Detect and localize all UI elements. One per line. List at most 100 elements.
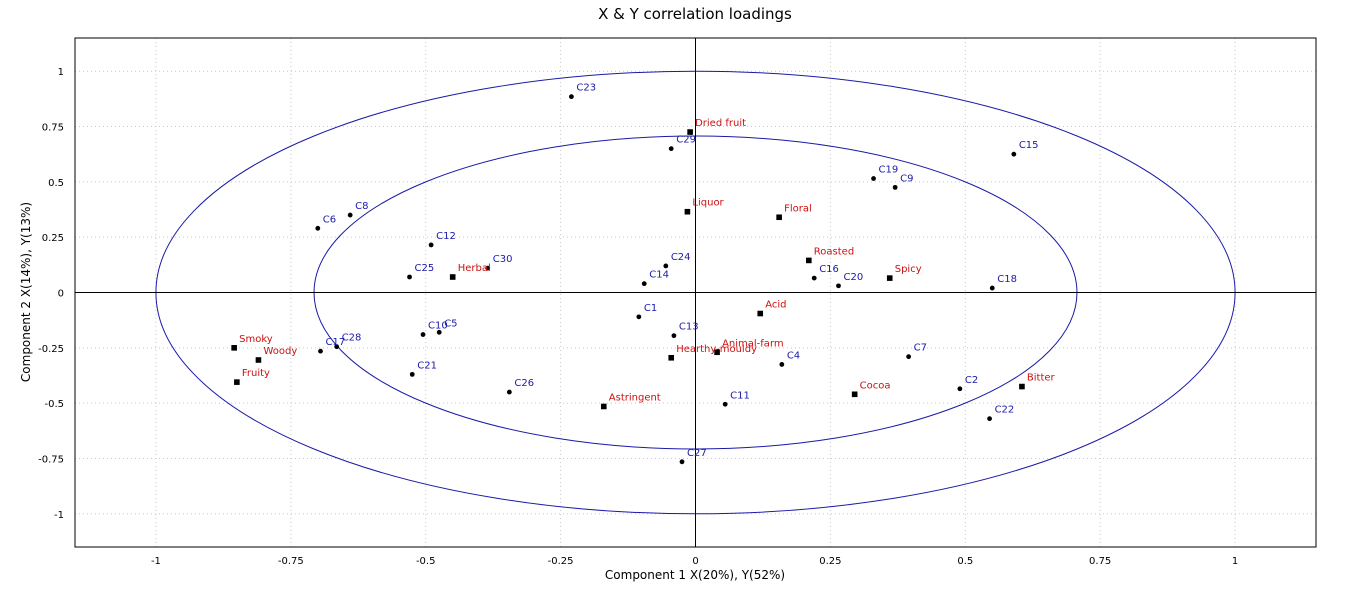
point-label: Hearthy-mouldy	[676, 344, 757, 355]
point-marker	[449, 274, 456, 280]
point-marker	[892, 184, 898, 190]
x-tick-label: -0.5	[416, 556, 436, 567]
point-marker	[684, 208, 691, 215]
x-tick-label: -0.25	[548, 556, 574, 567]
point-label: Fruity	[242, 368, 270, 379]
point-marker	[779, 362, 785, 367]
point-marker	[318, 348, 323, 354]
point-marker	[436, 329, 442, 335]
point-marker	[569, 94, 574, 100]
point-label: C28	[342, 333, 362, 344]
y-tick-label: -0.25	[38, 344, 64, 355]
point-label: C18	[997, 274, 1017, 285]
point-label: C26	[514, 378, 534, 389]
point-marker	[636, 314, 642, 320]
point-label: C11	[730, 390, 750, 401]
x-tick-label: 1	[1232, 556, 1238, 567]
point-label: Acid	[765, 300, 786, 311]
point-label: C8	[355, 201, 368, 212]
x-tick-label: 0.5	[957, 556, 973, 567]
point-marker	[886, 275, 893, 281]
point-marker	[1019, 383, 1025, 390]
point-label: C23	[576, 83, 596, 94]
point-marker	[871, 176, 876, 181]
point-label: C30	[493, 254, 513, 265]
x-tick-label: -0.75	[278, 556, 304, 567]
y-tick-label: 0	[58, 289, 64, 300]
point-label: Woody	[263, 346, 297, 357]
x-tick-label: 0	[692, 556, 698, 567]
point-marker	[668, 146, 674, 152]
point-marker	[255, 357, 262, 363]
point-label: C12	[436, 231, 456, 242]
point-label: C16	[819, 264, 839, 275]
point-marker	[485, 265, 491, 271]
x-tick-label: -1	[151, 556, 161, 567]
point-marker	[334, 344, 340, 350]
point-marker	[663, 263, 669, 269]
point-marker	[506, 389, 512, 395]
point-label: C29	[676, 135, 696, 146]
point-label: C9	[900, 173, 913, 184]
point-label: C25	[415, 263, 435, 274]
point-marker	[1011, 151, 1017, 157]
point-label: Liquor	[692, 198, 724, 209]
point-marker	[836, 283, 841, 289]
point-label: C13	[679, 322, 699, 333]
point-marker	[428, 242, 434, 248]
y-tick-label: 0.75	[42, 123, 64, 134]
y-tick-label: 1	[58, 67, 64, 78]
point-label: C19	[879, 165, 899, 176]
point-marker	[231, 345, 237, 351]
point-marker	[776, 214, 782, 221]
point-label: Astringent	[609, 392, 661, 403]
point-label: C4	[787, 350, 800, 361]
x-tick-label: 0.25	[819, 556, 841, 567]
point-label: C2	[965, 375, 978, 386]
zero-axes	[75, 38, 1316, 547]
point-label: Animal-farm	[722, 338, 784, 349]
y-tick-label: 0.5	[48, 178, 64, 189]
point-marker	[641, 281, 647, 287]
point-label: Dried fruit	[695, 118, 746, 129]
chart-title: X & Y correlation loadings	[598, 5, 792, 23]
point-marker	[851, 391, 858, 398]
point-label: C21	[417, 360, 437, 371]
point-label: C1	[644, 303, 657, 314]
point-label: Smoky	[239, 334, 273, 345]
tick-labels: -1 -0.75 -0.5 -0.25 0 0.25 0.5 0.75 1 -1 -0.75 -0.5…	[38, 67, 1238, 567]
y-axis-label: Component 2 X(14%), Y(13%)	[19, 202, 33, 382]
x-tick-label: 0.75	[1089, 556, 1111, 567]
point-marker	[687, 129, 693, 135]
point-marker	[407, 274, 412, 280]
point-label: C17	[326, 337, 346, 348]
point-label: Floral	[784, 203, 812, 214]
point-marker	[811, 275, 817, 281]
point-marker	[409, 371, 415, 377]
y-tick-label: -0.75	[38, 454, 64, 465]
x-axis-label: Component 1 X(20%), Y(52%)	[605, 568, 785, 582]
point-label: C5	[444, 318, 457, 329]
point-marker	[722, 401, 728, 407]
point-marker	[234, 379, 240, 385]
point-label: C24	[671, 252, 691, 263]
y-tick-label: 0.25	[42, 233, 64, 244]
plot-area-frame	[74, 37, 1317, 548]
point-label: Cocoa	[860, 380, 891, 391]
point-label: Herbal	[458, 263, 491, 274]
point-label: C7	[914, 343, 927, 354]
y-tick-label: -1	[54, 510, 64, 521]
point-marker	[757, 310, 764, 317]
point-label: C6	[323, 214, 336, 225]
point-marker	[806, 257, 812, 264]
point-marker	[668, 354, 675, 361]
point-label: C14	[649, 270, 669, 281]
point-marker	[957, 386, 963, 392]
point-label: C20	[843, 272, 863, 283]
point-marker	[600, 403, 607, 410]
point-label: Roasted	[814, 246, 854, 257]
point-label: Bitter	[1027, 373, 1056, 384]
y-tick-label: -0.5	[44, 399, 64, 410]
